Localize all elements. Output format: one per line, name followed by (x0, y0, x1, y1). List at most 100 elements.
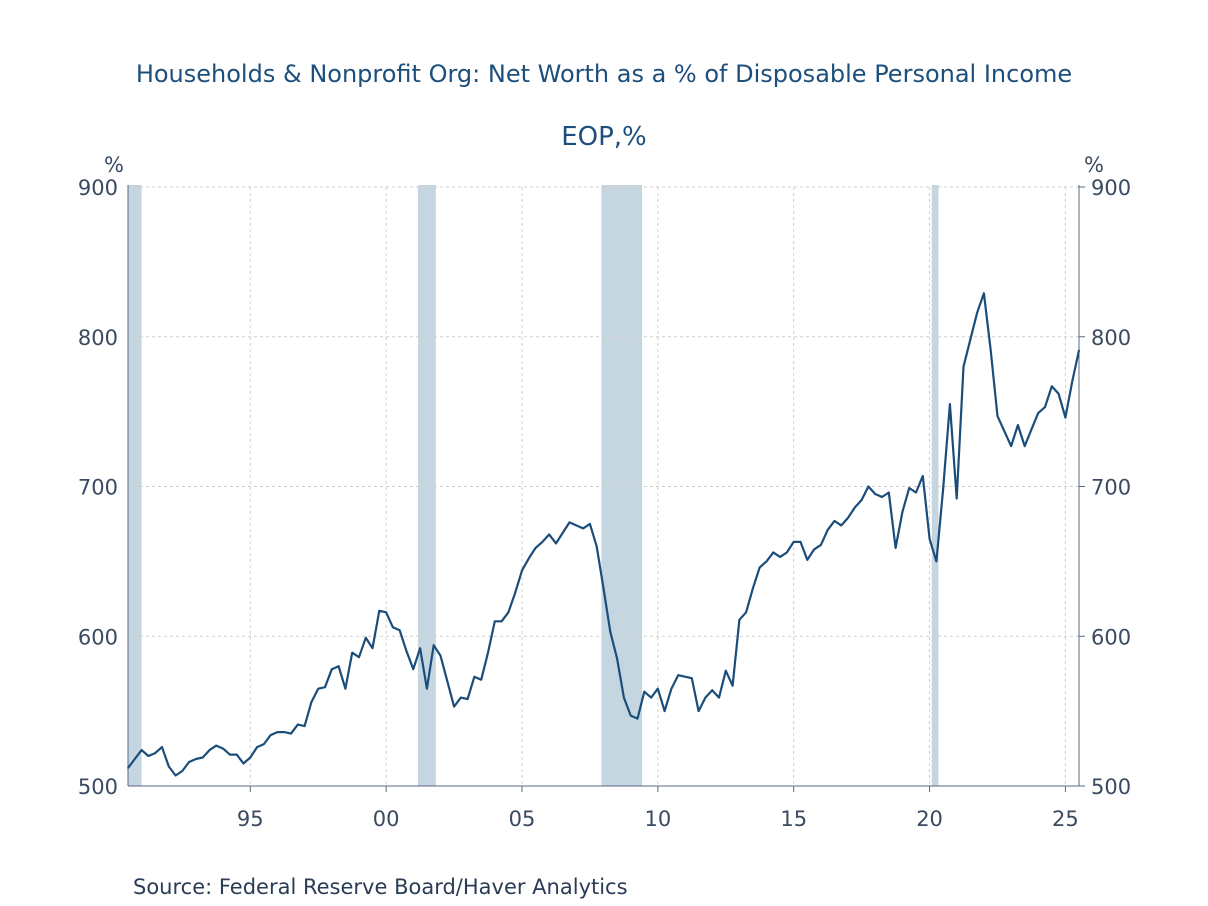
data-point-0-87 (718, 696, 720, 699)
data-point-0-21 (269, 734, 272, 736)
data-point-0-128 (996, 415, 999, 417)
data-point-0-127 (989, 349, 992, 352)
y-tick-label-right-500: 500 (1091, 775, 1131, 799)
data-point-0-108 (860, 499, 863, 501)
data-point-0-121 (949, 403, 951, 405)
data-point-0-111 (881, 496, 883, 498)
data-point-0-46 (439, 654, 442, 657)
data-point-0-20 (263, 743, 265, 745)
data-point-0-101 (813, 548, 815, 551)
chart-title: Households & Nonprofit Org: Net Worth as… (135, 60, 1073, 88)
data-point-0-97 (786, 551, 788, 554)
data-point-0-139 (1071, 380, 1074, 383)
data-point-0-125 (976, 311, 978, 314)
data-point-0-8 (181, 770, 184, 772)
data-point-0-81 (677, 674, 680, 676)
y-tick-label-right-700: 700 (1091, 476, 1131, 500)
y-tick-label-left-800: 800 (78, 326, 118, 350)
data-point-0-30 (330, 668, 333, 670)
data-point-0-35 (364, 636, 367, 639)
data-point-0-102 (820, 544, 822, 546)
data-point-0-52 (480, 678, 483, 681)
data-point-0-79 (663, 710, 666, 712)
data-point-0-5 (161, 746, 163, 748)
data-point-0-116 (915, 491, 917, 494)
data-point-0-92 (752, 587, 754, 590)
data-point-0-2 (140, 749, 143, 751)
data-point-0-31 (337, 665, 340, 667)
data-point-0-132 (1023, 445, 1026, 447)
data-point-0-36 (371, 647, 374, 650)
data-point-0-57 (514, 592, 516, 594)
data-point-0-96 (779, 556, 781, 558)
data-point-0-63 (555, 542, 557, 545)
data-point-0-26 (303, 725, 306, 727)
data-point-0-3 (147, 755, 150, 757)
data-point-0-38 (385, 611, 387, 614)
data-point-0-104 (833, 520, 836, 522)
data-point-0-137 (1057, 392, 1060, 395)
data-point-0-59 (527, 557, 530, 560)
data-point-0-12 (208, 749, 211, 751)
data-point-0-99 (799, 541, 802, 543)
y-tick-label-left-700: 700 (78, 476, 118, 500)
recession-band-0 (128, 185, 142, 786)
data-point-0-122 (955, 497, 958, 500)
data-point-0-54 (494, 620, 496, 623)
data-point-0-22 (276, 731, 279, 733)
data-point-0-66 (575, 524, 578, 527)
data-point-0-117 (921, 475, 924, 477)
data-point-0-9 (188, 761, 190, 763)
data-point-0-32 (344, 687, 347, 690)
data-point-0-118 (928, 538, 931, 540)
data-point-0-71 (609, 630, 612, 633)
data-point-0-73 (623, 696, 625, 699)
data-point-0-68 (589, 523, 591, 525)
data-point-0-45 (432, 644, 435, 647)
data-point-0-7 (174, 774, 177, 777)
data-point-0-136 (1051, 385, 1053, 387)
data-point-0-103 (826, 529, 829, 531)
data-point-0-41 (405, 650, 408, 653)
data-point-0-78 (657, 687, 659, 690)
data-point-0-90 (738, 618, 741, 621)
recession-band-3 (931, 185, 939, 786)
data-point-0-138 (1064, 416, 1067, 419)
data-point-0-69 (595, 545, 598, 548)
data-point-0-47 (446, 680, 449, 682)
data-point-0-131 (1017, 424, 1019, 426)
y-tick-label-left-500: 500 (78, 775, 118, 799)
data-point-0-6 (167, 765, 170, 768)
x-tick-label-15: 15 (780, 807, 807, 831)
y-tick-label-right-600: 600 (1091, 625, 1131, 649)
data-point-0-29 (324, 686, 326, 688)
data-point-0-70 (602, 587, 605, 590)
data-point-0-24 (290, 732, 292, 735)
y-tick-label-right-900: 900 (1091, 176, 1131, 200)
data-point-0-113 (894, 547, 897, 549)
data-point-0-140 (1078, 349, 1080, 352)
data-point-0-56 (507, 611, 510, 614)
data-point-0-133 (1030, 428, 1033, 431)
data-point-0-114 (901, 511, 904, 513)
data-point-0-14 (222, 747, 224, 750)
data-point-0-37 (378, 609, 381, 612)
data-point-0-72 (616, 657, 618, 660)
recession-band-2 (601, 185, 643, 786)
x-tick-label-10: 10 (644, 807, 671, 831)
data-point-0-83 (691, 677, 693, 679)
data-point-0-88 (724, 669, 727, 672)
data-point-0-98 (792, 541, 795, 543)
data-point-0-11 (201, 756, 204, 759)
data-point-0-19 (256, 746, 258, 748)
data-point-0-129 (1003, 430, 1006, 432)
data-point-0-74 (629, 714, 632, 717)
data-point-0-110 (874, 493, 877, 495)
source-note: Source: Federal Reserve Board/Haver Anal… (133, 875, 628, 899)
data-point-0-58 (521, 569, 523, 572)
data-point-0-43 (419, 647, 421, 650)
data-point-0-53 (487, 651, 489, 654)
data-point-0-119 (935, 560, 938, 563)
data-point-0-60 (534, 547, 537, 549)
y-tick-label-right-800: 800 (1091, 326, 1131, 350)
